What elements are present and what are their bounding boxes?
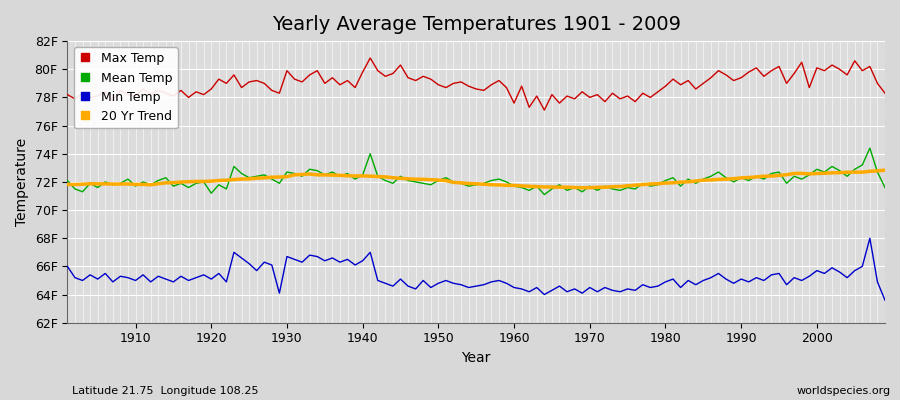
Title: Yearly Average Temperatures 1901 - 2009: Yearly Average Temperatures 1901 - 2009: [272, 15, 680, 34]
Legend: Max Temp, Mean Temp, Min Temp, 20 Yr Trend: Max Temp, Mean Temp, Min Temp, 20 Yr Tre…: [74, 47, 177, 128]
Text: Latitude 21.75  Longitude 108.25: Latitude 21.75 Longitude 108.25: [72, 386, 258, 396]
Y-axis label: Temperature: Temperature: [15, 138, 29, 226]
X-axis label: Year: Year: [462, 351, 490, 365]
Text: worldspecies.org: worldspecies.org: [796, 386, 891, 396]
